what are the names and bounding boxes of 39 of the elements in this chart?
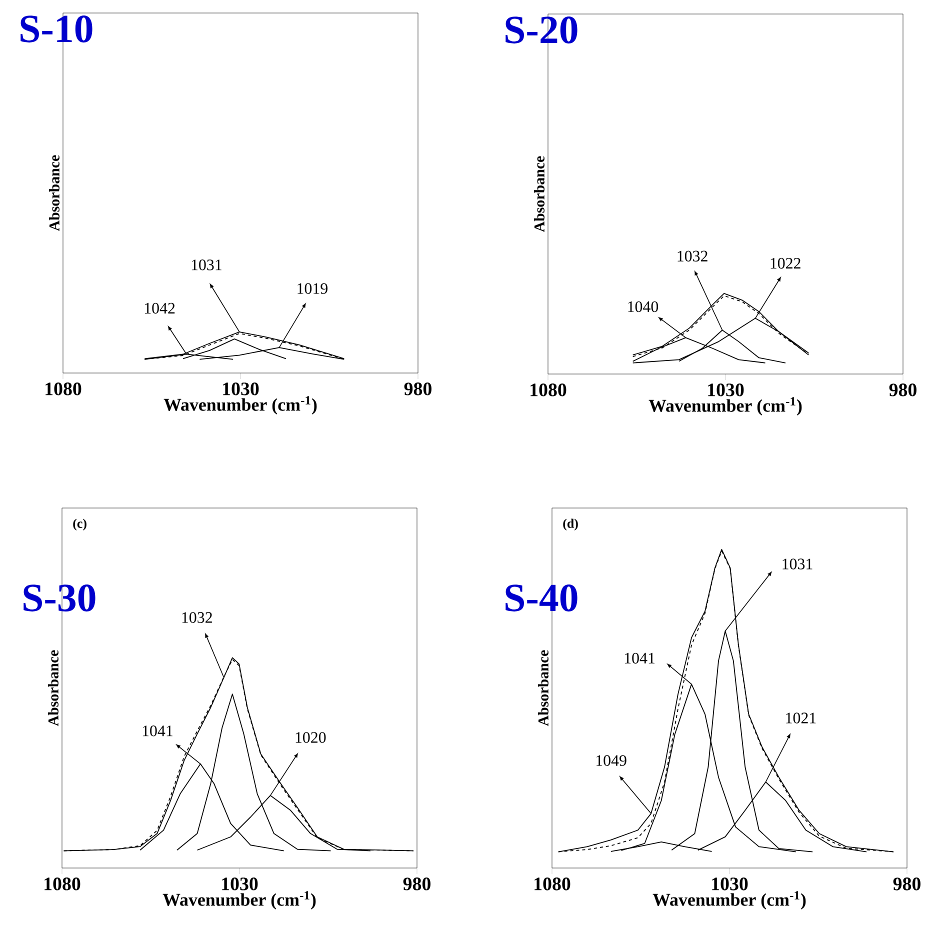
annotation: 1031	[782, 558, 812, 570]
x-axis-title: Wavenumber (cm$^{-1}$)	[164, 396, 317, 414]
x-tick-label: 1080	[530, 384, 566, 396]
annotation: 1041	[625, 652, 655, 664]
text: (c)	[73, 518, 87, 530]
chart-title: S-30	[24, 584, 96, 612]
x-tick-label: 1030	[222, 878, 258, 890]
text: S-40	[506, 584, 578, 612]
chart-title: S-10	[20, 16, 93, 42]
y-axis-title: Absorbance	[49, 155, 60, 232]
x-tick-label: 1030	[223, 382, 259, 396]
annotation: 1049	[596, 755, 627, 766]
text: (d)	[563, 518, 578, 530]
x-tick-label: 980	[894, 878, 921, 890]
annotation: 1031	[192, 260, 222, 270]
annotation: 1022	[771, 258, 801, 269]
annotation: 1040	[628, 301, 658, 312]
x-tick-label: 1080	[46, 382, 82, 396]
y-axis-title: Absorbance	[538, 650, 549, 726]
annotation: 1032	[182, 612, 212, 623]
annotation: 1042	[145, 302, 175, 314]
x-tick-label: 1080	[44, 878, 80, 890]
x-axis-title: Wavenumber (cm$^{-1}$)	[653, 891, 806, 910]
annotation: 1019	[298, 283, 328, 294]
x-tick-label: 980	[890, 384, 917, 396]
x-tick-label: 980	[404, 878, 431, 890]
y-axis-title: Absorbance	[534, 156, 545, 232]
annotation: 1032	[678, 250, 708, 262]
x-tick-label: 1030	[708, 384, 744, 396]
annotation: 1041	[143, 726, 173, 736]
x-axis-title: Wavenumber (cm$^{-1}$)	[649, 397, 802, 416]
x-tick-label: 1030	[712, 878, 748, 890]
annotation: 1021	[786, 712, 816, 724]
chart-title: S-20	[506, 16, 578, 44]
x-axis-title: Wavenumber (cm$^{-1}$)	[163, 891, 316, 910]
x-tick-label: 1080	[534, 878, 570, 890]
y-axis-title: Absorbance	[48, 650, 59, 726]
x-tick-label: 980	[404, 382, 432, 396]
annotation: 1020	[296, 732, 326, 743]
